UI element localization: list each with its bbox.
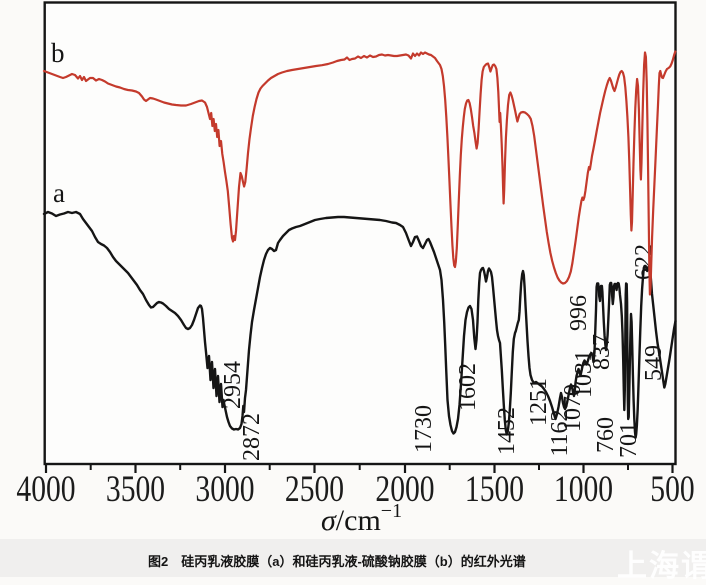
svg-text:701: 701: [616, 422, 642, 458]
svg-text:2872: 2872: [239, 413, 265, 461]
svg-text:837: 837: [589, 334, 615, 370]
svg-text:a: a: [53, 178, 65, 208]
svg-text:4000: 4000: [16, 469, 75, 510]
svg-text:b: b: [51, 38, 65, 68]
svg-text:1162: 1162: [547, 409, 573, 456]
svg-text:760: 760: [593, 417, 619, 453]
svg-text:1730: 1730: [411, 405, 437, 453]
svg-text:3000: 3000: [195, 469, 254, 510]
svg-text:2000: 2000: [375, 469, 434, 510]
svg-text:996: 996: [566, 295, 592, 331]
svg-text:2500: 2500: [285, 469, 344, 510]
svg-text:1251: 1251: [526, 378, 552, 426]
svg-text:3500: 3500: [106, 469, 165, 510]
svg-text:500: 500: [650, 469, 694, 510]
svg-text:1500: 1500: [465, 469, 524, 510]
svg-text:1000: 1000: [554, 469, 613, 510]
